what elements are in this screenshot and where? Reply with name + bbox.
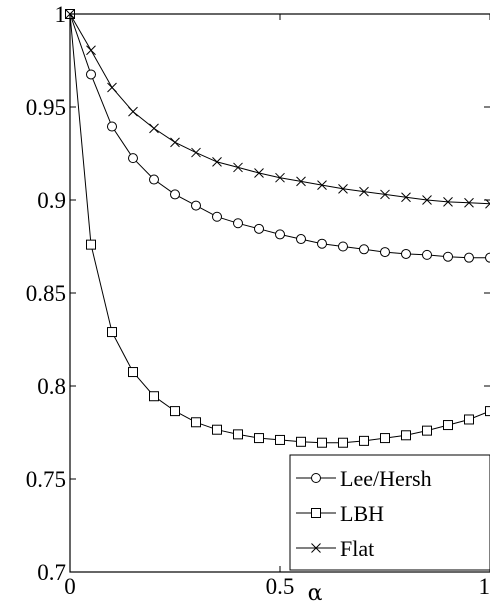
data-point-0-3	[128, 153, 138, 164]
y-tick-label-6: 1	[55, 2, 67, 27]
data-point-0-10	[275, 229, 285, 240]
data-point-1-12	[317, 437, 327, 448]
legend-marker-0	[311, 473, 321, 483]
data-point-2-13	[338, 183, 348, 194]
y-tick-label-4: 0.9	[37, 188, 66, 213]
data-point-1-10	[275, 434, 285, 445]
data-point-2-20	[485, 198, 490, 209]
x-tick-label-2: 1	[479, 574, 490, 599]
data-point-1-8	[233, 429, 243, 440]
data-point-0-14	[359, 244, 369, 255]
data-point-0-17	[422, 249, 432, 260]
data-point-2-3	[128, 106, 138, 117]
data-point-2-7	[212, 157, 222, 167]
data-point-1-14	[359, 435, 369, 446]
data-point-2-11	[296, 176, 306, 187]
data-point-1-5	[170, 406, 180, 417]
data-point-2-4	[149, 123, 159, 134]
data-point-0-19	[464, 252, 474, 263]
series-line-0	[69, 13, 490, 259]
data-point-0-5	[170, 189, 180, 200]
data-point-0-6	[191, 200, 201, 211]
legend: Lee/Hersh LBH Flat	[289, 454, 490, 571]
legend-label-0: Lee/Hersh	[340, 466, 432, 491]
legend-label-2: Flat	[340, 536, 374, 561]
y-tick-label-0: 0.7	[37, 560, 66, 585]
data-point-0-9	[254, 223, 264, 234]
data-point-1-11	[296, 436, 306, 447]
data-point-1-13	[338, 437, 348, 448]
data-point-1-7	[212, 424, 222, 435]
data-point-0-15	[380, 247, 390, 258]
data-point-2-14	[359, 186, 369, 197]
data-point-1-19	[464, 414, 474, 425]
data-point-1-17	[422, 425, 432, 436]
series-lbh	[65, 9, 490, 448]
data-point-1-16	[401, 430, 411, 441]
legend-entry-0: Lee/Hersh	[296, 466, 432, 491]
legend-marker-2	[311, 543, 321, 553]
series-flat	[65, 9, 490, 209]
legend-marker-1	[311, 508, 321, 518]
data-point-0-13	[338, 241, 348, 252]
data-point-1-18	[443, 420, 453, 431]
data-point-0-8	[233, 218, 243, 229]
data-point-2-19	[464, 197, 474, 208]
data-point-2-10	[275, 172, 285, 183]
data-point-2-16	[401, 192, 411, 203]
data-point-1-20	[485, 406, 490, 417]
data-point-2-1	[86, 45, 96, 56]
data-point-0-11	[296, 234, 306, 245]
data-point-2-8	[233, 162, 243, 173]
data-point-0-7	[212, 211, 222, 222]
data-point-2-9	[254, 168, 264, 178]
data-point-2-17	[422, 195, 432, 205]
legend-entry-1: LBH	[296, 501, 384, 526]
y-tick-label-3: 0.85	[26, 281, 66, 306]
data-point-1-15	[380, 433, 390, 444]
x-tick-label-0: 0	[64, 574, 76, 599]
series-line-2	[69, 13, 490, 205]
data-point-2-6	[191, 147, 201, 158]
plot-area	[65, 9, 490, 448]
data-point-1-1	[86, 239, 96, 250]
data-point-2-18	[443, 197, 453, 207]
data-point-0-12	[317, 238, 327, 249]
x-axis-title: α	[308, 581, 323, 606]
y-tick-label-5: 0.95	[26, 95, 66, 120]
data-point-0-16	[401, 248, 411, 259]
legend-entry-2: Flat	[296, 536, 374, 561]
data-point-2-15	[380, 189, 390, 200]
y-tick-label-1: 0.75	[26, 467, 66, 492]
data-point-0-1	[86, 69, 96, 80]
x-tick-label-1: 0.5	[266, 574, 295, 599]
data-point-1-3	[128, 367, 138, 378]
data-point-1-6	[191, 417, 201, 428]
data-point-0-4	[149, 174, 159, 185]
data-point-0-20	[485, 252, 490, 263]
data-point-1-9	[254, 433, 264, 444]
data-point-1-2	[107, 327, 117, 338]
series-line-1	[69, 13, 490, 444]
data-point-2-5	[170, 137, 180, 148]
data-point-0-2	[107, 121, 117, 132]
data-point-0-18	[443, 251, 453, 262]
legend-label-1: LBH	[340, 501, 384, 526]
axes: 0.7 0.75 0.8 0.85 0.9 0.95 1 0 0.5 1	[26, 2, 490, 599]
data-point-2-12	[317, 180, 327, 190]
series-lee-hersh	[65, 9, 490, 263]
y-tick-label-2: 0.8	[37, 374, 66, 399]
data-point-2-2	[107, 82, 117, 93]
data-point-1-4	[149, 391, 159, 402]
